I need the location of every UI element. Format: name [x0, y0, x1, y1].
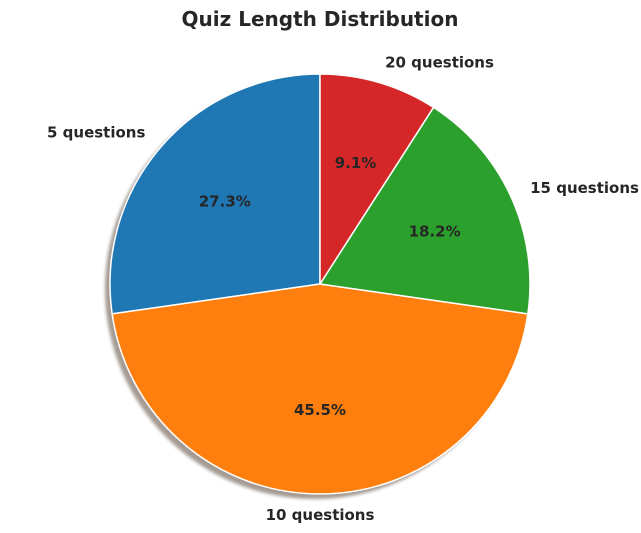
pie-category-label: 15 questions [530, 179, 639, 197]
pie-category-label: 20 questions [385, 53, 494, 71]
pie-percent-label: 18.2% [409, 223, 461, 241]
pie-slice-20-questions [319, 73, 435, 285]
pie-slice-10-questions [111, 283, 529, 495]
pie-slice-15-questions [319, 106, 531, 315]
pie-category-label: 10 questions [266, 506, 375, 524]
chart-title: Quiz Length Distribution [182, 7, 459, 31]
pie-slices [109, 73, 531, 495]
pie-percent-label: 9.1% [335, 154, 377, 172]
pie-percent-label: 27.3% [199, 192, 251, 210]
pie-labels: 27.3% 5 questions 45.5% 10 questions 18.2% 15… [47, 53, 639, 524]
pie-category-label: 5 questions [47, 124, 145, 142]
pie-slice-5-questions [109, 73, 321, 315]
pie-percent-label: 45.5% [294, 401, 346, 419]
